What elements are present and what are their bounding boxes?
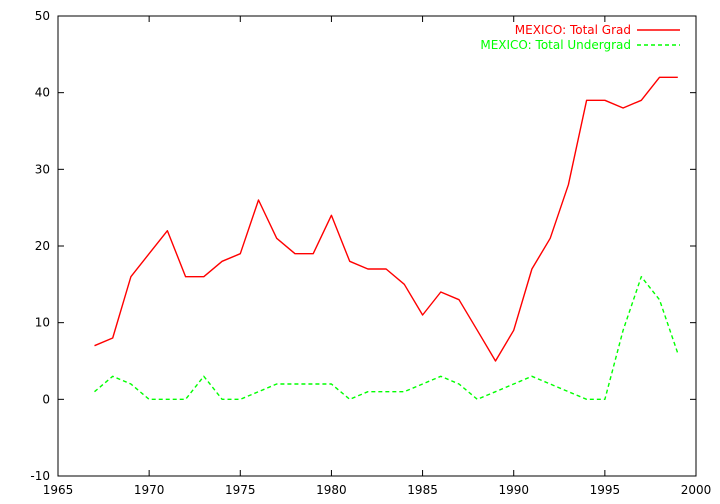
plot-frame [57,15,697,477]
y-tick-label: 40 [35,86,50,100]
series-line-2 [94,276,679,400]
series-lines [94,76,679,400]
axis-ticks [57,15,697,477]
legend-label: MEXICO: Total Undergrad [480,38,631,52]
x-tick-label: 2000 [681,483,712,497]
y-tick-label: 50 [35,9,50,23]
axis-tick-labels: 1965 1970 1975 1980 1985 1990 1995 2000 -10 0 10 20… [30,9,711,497]
y-tick-label: 20 [35,239,50,253]
y-tick-label: 0 [42,392,50,406]
x-tick-label: 1990 [498,483,529,497]
x-tick-label: 1975 [225,483,256,497]
y-tick-label: 10 [35,316,50,330]
x-tick-label: 1970 [134,483,165,497]
x-tick-label: 1980 [316,483,347,497]
x-tick-label: 1965 [43,483,74,497]
x-tick-label: 1985 [407,483,438,497]
series-line-1 [94,76,678,362]
y-tick-label: -10 [30,469,50,483]
x-tick-label: 1995 [590,483,621,497]
y-tick-label: 30 [35,162,50,176]
legend-label: MEXICO: Total Grad [515,23,631,37]
